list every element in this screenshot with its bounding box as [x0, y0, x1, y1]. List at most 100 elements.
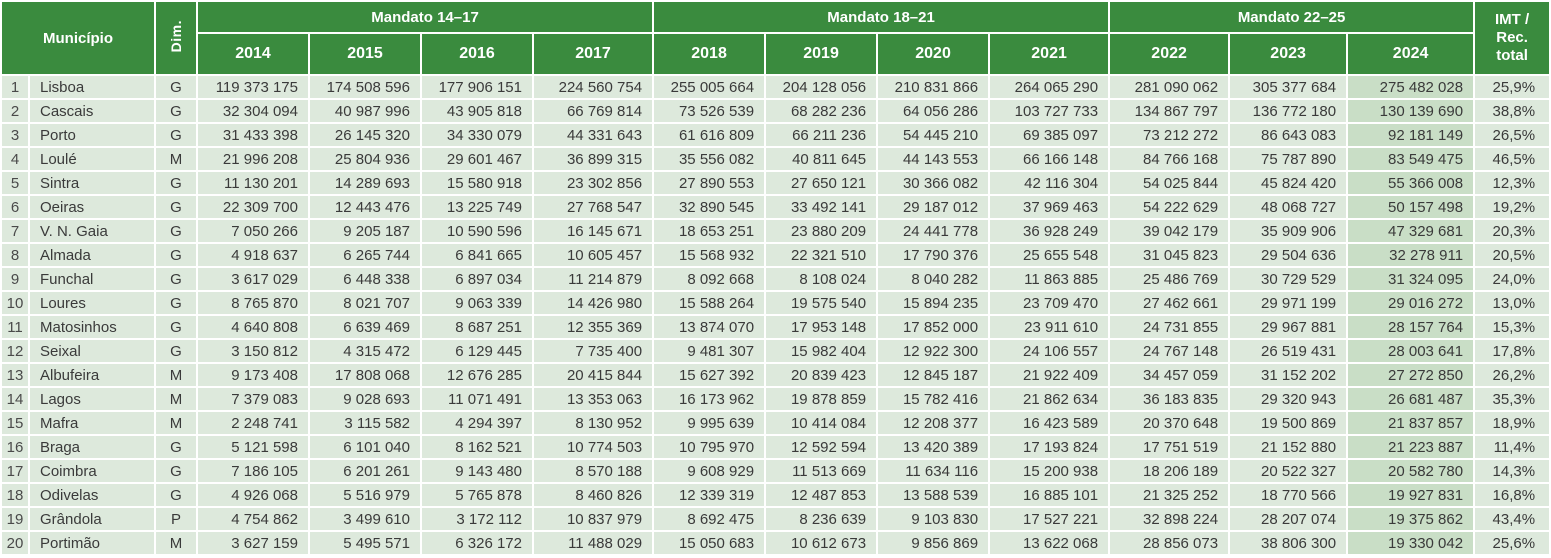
value-cell-2021: 37 969 463 — [990, 196, 1109, 218]
value-cell-2024: 26 681 487 — [1348, 388, 1474, 410]
value-cell-2024: 19 375 862 — [1348, 508, 1474, 530]
value-cell-2016: 5 765 878 — [422, 484, 532, 506]
value-cell-2014: 3 627 159 — [198, 532, 308, 554]
year-header-2019: 2019 — [766, 34, 877, 74]
value-cell-2019: 66 211 236 — [766, 124, 877, 146]
value-cell-2020: 9 856 869 — [878, 532, 989, 554]
imt-percentage-cell: 35,3% — [1475, 388, 1550, 410]
value-cell-2016: 43 905 818 — [422, 100, 532, 122]
value-cell-2018: 35 556 082 — [654, 148, 765, 170]
value-cell-2019: 10 612 673 — [766, 532, 877, 554]
value-cell-2021: 103 727 733 — [990, 100, 1109, 122]
value-cell-2019: 17 953 148 — [766, 316, 877, 338]
value-cell-2018: 15 588 264 — [654, 292, 765, 314]
value-cell-2019: 27 650 121 — [766, 172, 877, 194]
value-cell-2022: 31 045 823 — [1110, 244, 1229, 266]
municipio-cell: Loures — [30, 292, 154, 314]
value-cell-2022: 32 898 224 — [1110, 508, 1229, 530]
value-cell-2020: 12 208 377 — [878, 412, 989, 434]
rank-cell: 14 — [2, 388, 28, 410]
imt-rec-total-header: IMT / Rec. total — [1475, 2, 1550, 74]
value-cell-2016: 6 326 172 — [422, 532, 532, 554]
value-cell-2017: 36 899 315 — [534, 148, 653, 170]
value-cell-2014: 7 186 105 — [198, 460, 308, 482]
imt-percentage-cell: 19,2% — [1475, 196, 1550, 218]
value-cell-2020: 15 782 416 — [878, 388, 989, 410]
value-cell-2021: 24 106 557 — [990, 340, 1109, 362]
value-cell-2014: 5 121 598 — [198, 436, 308, 458]
value-cell-2017: 23 302 856 — [534, 172, 653, 194]
value-cell-2022: 34 457 059 — [1110, 364, 1229, 386]
value-cell-2014: 22 309 700 — [198, 196, 308, 218]
table-row-v-n-gaia: 7 V. N. Gaia G 7 050 266 9 205 187 10 590 596… — [2, 220, 1550, 242]
value-cell-2023: 45 824 420 — [1230, 172, 1347, 194]
value-cell-2015: 174 508 596 — [310, 76, 420, 98]
value-cell-2019: 23 880 209 — [766, 220, 877, 242]
year-header-row: 2014 2015 2016 2017 2018 2019 2020 2021 2022 2023… — [2, 34, 1549, 74]
municipio-cell: Sintra — [30, 172, 154, 194]
imt-percentage-cell: 16,8% — [1475, 484, 1550, 506]
rank-cell: 1 — [2, 76, 28, 98]
value-cell-2021: 16 423 589 — [990, 412, 1109, 434]
value-cell-2020: 9 103 830 — [878, 508, 989, 530]
value-cell-2023: 48 068 727 — [1230, 196, 1347, 218]
value-cell-2024: 275 482 028 — [1348, 76, 1474, 98]
value-cell-2016: 6 129 445 — [422, 340, 532, 362]
dim-cell: P — [156, 508, 196, 530]
table-row-mafra: 15 Mafra M 2 248 741 3 115 582 4 294 397 8 130… — [2, 412, 1550, 434]
value-cell-2015: 5 516 979 — [310, 484, 420, 506]
value-cell-2024: 21 223 887 — [1348, 436, 1474, 458]
rank-cell: 3 — [2, 124, 28, 146]
dim-cell: G — [156, 76, 196, 98]
value-cell-2018: 13 874 070 — [654, 316, 765, 338]
value-cell-2018: 15 050 683 — [654, 532, 765, 554]
value-cell-2014: 3 617 029 — [198, 268, 308, 290]
rank-cell: 16 — [2, 436, 28, 458]
value-cell-2018: 61 616 809 — [654, 124, 765, 146]
value-cell-2018: 9 995 639 — [654, 412, 765, 434]
value-cell-2017: 11 488 029 — [534, 532, 653, 554]
table-row-funchal: 9 Funchal G 3 617 029 6 448 338 6 897 034 11 2… — [2, 268, 1550, 290]
value-cell-2017: 27 768 547 — [534, 196, 653, 218]
imt-percentage-cell: 25,9% — [1475, 76, 1550, 98]
year-header-2014: 2014 — [198, 34, 308, 74]
dim-column-header-label: Dim. — [168, 19, 184, 53]
value-cell-2014: 4 640 808 — [198, 316, 308, 338]
value-cell-2020: 64 056 286 — [878, 100, 989, 122]
table-row-odivelas: 18 Odivelas G 4 926 068 5 516 979 5 765 878 8 … — [2, 484, 1550, 506]
value-cell-2019: 19 575 540 — [766, 292, 877, 314]
value-cell-2015: 9 205 187 — [310, 220, 420, 242]
dim-cell: G — [156, 244, 196, 266]
value-cell-2014: 7 050 266 — [198, 220, 308, 242]
municipio-cell: Odivelas — [30, 484, 154, 506]
value-cell-2021: 11 863 885 — [990, 268, 1109, 290]
value-cell-2024: 92 181 149 — [1348, 124, 1474, 146]
value-cell-2018: 18 653 251 — [654, 220, 765, 242]
value-cell-2015: 17 808 068 — [310, 364, 420, 386]
value-cell-2024: 50 157 498 — [1348, 196, 1474, 218]
value-cell-2015: 6 101 040 — [310, 436, 420, 458]
dim-cell: G — [156, 124, 196, 146]
value-cell-2015: 3 499 610 — [310, 508, 420, 530]
value-cell-2019: 15 982 404 — [766, 340, 877, 362]
rank-cell: 6 — [2, 196, 28, 218]
value-cell-2020: 8 040 282 — [878, 268, 989, 290]
value-cell-2021: 13 622 068 — [990, 532, 1109, 554]
imt-percentage-cell: 12,3% — [1475, 172, 1550, 194]
municipio-cell: Loulé — [30, 148, 154, 170]
value-cell-2017: 8 130 952 — [534, 412, 653, 434]
rank-cell: 19 — [2, 508, 28, 530]
value-cell-2021: 25 655 548 — [990, 244, 1109, 266]
value-cell-2020: 24 441 778 — [878, 220, 989, 242]
value-cell-2019: 11 513 669 — [766, 460, 877, 482]
value-cell-2017: 8 460 826 — [534, 484, 653, 506]
imt-header-line-2: Rec. — [1496, 28, 1528, 46]
value-cell-2018: 8 692 475 — [654, 508, 765, 530]
value-cell-2019: 40 811 645 — [766, 148, 877, 170]
value-cell-2020: 13 420 389 — [878, 436, 989, 458]
value-cell-2016: 3 172 112 — [422, 508, 532, 530]
year-header-2020: 2020 — [878, 34, 989, 74]
dim-cell: G — [156, 340, 196, 362]
table-row-gr-ndola: 19 Grândola P 4 754 862 3 499 610 3 172 112 10… — [2, 508, 1550, 530]
